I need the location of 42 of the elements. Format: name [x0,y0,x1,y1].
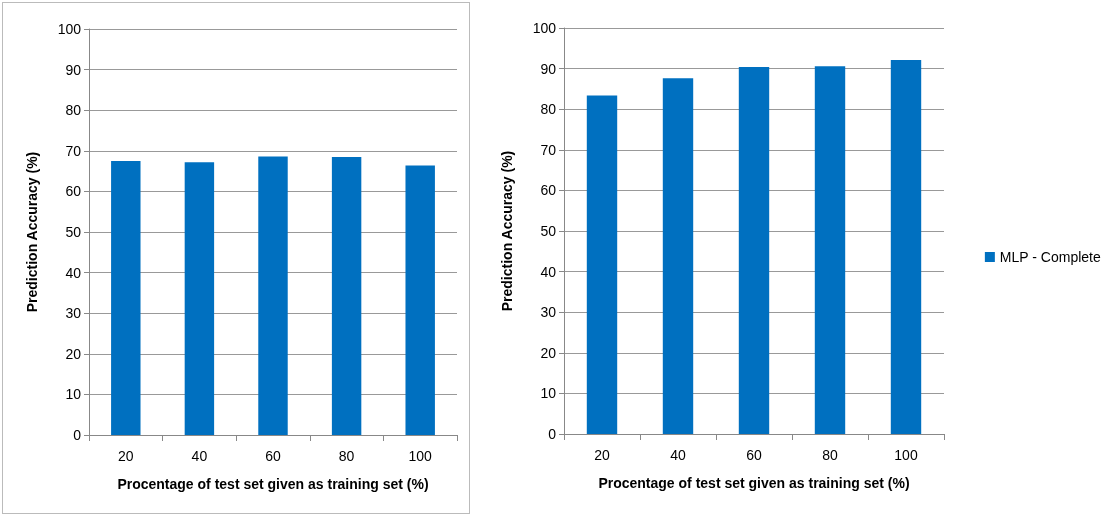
x-tick-label: 80 [822,447,838,463]
bar [662,78,694,434]
y-tick-label: 80 [540,101,557,118]
y-tick-label: 10 [65,386,82,403]
x-tick-label: 60 [746,447,762,463]
y-tick-label: 60 [65,183,82,200]
y-tick-label: 0 [73,427,82,443]
x-tick-label: 40 [670,447,686,463]
x-tick-label: 80 [338,448,355,464]
x-tick-label: 20 [594,447,610,463]
y-tick-label: 30 [540,304,557,321]
x-tick-label: 100 [894,447,918,463]
y-tick-label: 50 [65,224,82,240]
y-tick-label: 90 [540,60,557,77]
bar [738,66,770,434]
y-tick-label: 80 [65,102,82,119]
y-tick-label: 0 [548,426,557,442]
x-axis-title: Procentage of test set given as training set (%) [598,475,910,491]
x-axis-title: Procentage of test set given as training set (%) [117,476,429,492]
bar [814,66,846,434]
y-tick-label: 20 [540,344,557,361]
bar [586,95,618,434]
x-tick-label: 60 [265,448,281,464]
y-tick-label: 40 [540,263,557,280]
x-tick-label: 40 [191,448,208,464]
y-tick-label: 10 [540,385,557,402]
y-tick-label: 90 [65,61,82,78]
y-tick-label: 20 [65,345,82,362]
y-tick-label: 40 [65,264,82,281]
legend-label: MLP - Complete [999,249,1101,265]
y-tick-label: 100 [57,21,82,37]
y-axis-title: Prediction Accuracy (%) [499,150,515,312]
y-tick-label: 60 [540,182,557,199]
y-tick-label: 50 [540,223,557,239]
bar [890,60,922,434]
x-tick-label: 20 [118,448,134,464]
y-tick-label: 70 [65,142,82,159]
y-tick-label: 70 [540,141,557,158]
y-axis-title: Prediction Accuracy (%) [24,151,40,313]
y-tick-label: 100 [532,20,557,36]
x-tick-label: 100 [408,448,433,464]
y-tick-label: 30 [65,305,82,322]
